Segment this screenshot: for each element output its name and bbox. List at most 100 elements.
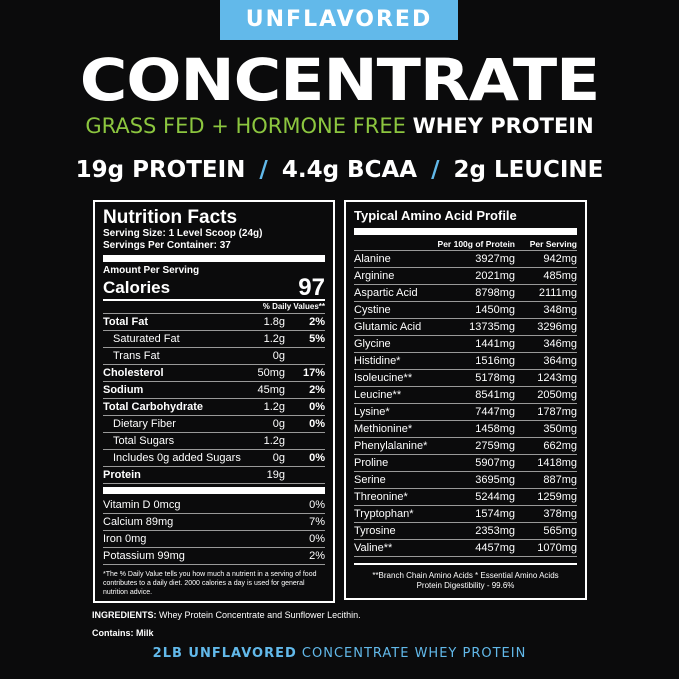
vitamin-dv: 2%	[309, 550, 325, 562]
nutrient-amount: 0g	[272, 350, 285, 362]
stat-leucine: 2g LEUCINE	[453, 157, 604, 183]
bottom-tagline: 2LB UNFLAVORED CONCENTRATE WHEY PROTEIN	[0, 646, 679, 662]
amino-per-serving: 378mg	[543, 508, 577, 520]
amino-per-100g: 1458mg	[475, 423, 515, 435]
vitamin-row: Vitamin D 0mcg 0%	[103, 497, 325, 514]
nutrient-label: Total Carbohydrate	[103, 401, 204, 413]
subtitle-green: GRASS FED + HORMONE FREE	[85, 114, 406, 138]
amino-per-100g: 5907mg	[475, 457, 515, 469]
vitamin-label: Vitamin D 0mcg	[103, 499, 181, 511]
nutrient-row: Trans Fat 0g	[103, 348, 325, 365]
amino-row: Proline 5907mg 1418mg	[354, 455, 577, 472]
calories-value: 97	[298, 274, 325, 301]
amino-per-100g: 5178mg	[475, 372, 515, 384]
amino-row: Arginine 2021mg 485mg	[354, 268, 577, 285]
nutrient-label: Saturated Fat	[113, 333, 180, 345]
amino-row: Valine** 4457mg 1070mg	[354, 540, 577, 557]
amino-name: Tyrosine	[354, 525, 396, 537]
divider	[103, 487, 325, 494]
amino-row: Aspartic Acid 8798mg 2111mg	[354, 285, 577, 302]
vitamin-label: Potassium 99mg	[103, 550, 185, 562]
amino-per-serving: 1787mg	[537, 406, 577, 418]
amino-row: Methionine* 1458mg 350mg	[354, 421, 577, 438]
amino-row: Leucine** 8541mg 2050mg	[354, 387, 577, 404]
amino-name: Alanine	[354, 253, 391, 265]
vitamin-row: Calcium 89mg 7%	[103, 514, 325, 531]
nutrient-row: Saturated Fat 1.2g 5%	[103, 331, 325, 348]
amino-per-100g: 3927mg	[475, 253, 515, 265]
nutrient-row: Total Sugars 1.2g	[103, 433, 325, 450]
nutrient-row: Dietary Fiber 0g 0%	[103, 416, 325, 433]
amino-row: Serine 3695mg 887mg	[354, 472, 577, 489]
vitamin-dv: 0%	[309, 533, 325, 545]
subtitle-white: WHEY PROTEIN	[412, 114, 594, 138]
amino-row: Lysine* 7447mg 1787mg	[354, 404, 577, 421]
nutrient-dv: 0%	[309, 401, 325, 413]
amino-per-serving: 942mg	[543, 253, 577, 265]
nutrient-label: Sodium	[103, 384, 144, 396]
nutrient-dv	[285, 348, 325, 364]
ingredients-text: Whey Protein Concentrate and Sunflower L…	[156, 610, 361, 620]
nutrient-dv: 5%	[309, 333, 325, 345]
amino-row: Phenylalanine* 2759mg 662mg	[354, 438, 577, 455]
allergen-contains: Contains: Milk	[92, 628, 154, 638]
amino-name: Tryptophan*	[354, 508, 414, 520]
nutrient-amount: 50mg	[257, 367, 285, 379]
amino-row: Glutamic Acid 13735mg 3296mg	[354, 319, 577, 336]
amino-acid-panel: Typical Amino Acid Profile Per 100g of P…	[344, 200, 587, 600]
divider	[354, 563, 577, 565]
amino-row: Tyrosine 2353mg 565mg	[354, 523, 577, 540]
nutrient-row: Protein 19g	[103, 467, 325, 484]
nutrient-row: Total Carbohydrate 1.2g 0%	[103, 399, 325, 416]
amino-row: Histidine* 1516mg 364mg	[354, 353, 577, 370]
nutrient-amount: 45mg	[257, 384, 285, 396]
nutrient-amount: 1.2g	[263, 401, 285, 413]
nutrient-row: Cholesterol 50mg 17%	[103, 365, 325, 382]
nutrient-dv	[285, 467, 325, 483]
amino-per-serving: 2050mg	[537, 389, 577, 401]
divider	[354, 228, 577, 235]
nutrient-amount: 1.8g	[263, 316, 285, 328]
nutrient-amount: 19g	[266, 469, 285, 481]
amino-name: Glutamic Acid	[354, 321, 422, 333]
amino-name: Arginine	[354, 270, 395, 282]
nutrient-row: Includes 0g added Sugars 0g 0%	[103, 450, 325, 467]
nutrition-facts-panel: Nutrition Facts Serving Size: 1 Level Sc…	[93, 200, 335, 603]
amino-row: Tryptophan* 1574mg 378mg	[354, 506, 577, 523]
nutrient-dv: 17%	[302, 367, 325, 379]
amino-row: Threonine* 5244mg 1259mg	[354, 489, 577, 506]
product-subtitle: GRASS FED + HORMONE FREE WHEY PROTEIN	[0, 113, 679, 139]
divider	[103, 255, 325, 262]
amino-per-serving: 346mg	[543, 338, 577, 350]
servings-per-container: Servings Per Container: 37	[103, 240, 231, 251]
amino-footnote-1: **Branch Chain Amino Acids * Essential A…	[372, 571, 559, 580]
amino-per-100g: 1516mg	[475, 355, 515, 367]
amino-header: Per 100g of Protein Per Serving	[354, 238, 577, 251]
amino-name: Threonine*	[354, 491, 408, 503]
amount-label: Amount Per Serving	[103, 265, 200, 276]
vitamin-dv: 7%	[309, 516, 325, 528]
ingredients: INGREDIENTS: Whey Protein Concentrate an…	[92, 610, 361, 621]
amino-row: Isoleucine** 5178mg 1243mg	[354, 370, 577, 387]
amino-name: Valine**	[354, 542, 393, 554]
nutrient-row: Sodium 45mg 2%	[103, 382, 325, 399]
amino-per-100g: 1441mg	[475, 338, 515, 350]
vitamin-dv: 0%	[309, 499, 325, 511]
amino-per-100g: 1450mg	[475, 304, 515, 316]
amino-per-100g: 2353mg	[475, 525, 515, 537]
amino-per-serving: 3296mg	[537, 321, 577, 333]
nutrient-amount: 0g	[272, 418, 285, 430]
amino-per-100g: 2021mg	[475, 270, 515, 282]
nutrient-amount: 1.2g	[263, 435, 285, 447]
amino-per-serving: 662mg	[543, 440, 577, 452]
amino-name: Serine	[354, 474, 386, 486]
nutrient-dv: 2%	[309, 316, 325, 328]
amino-per-serving: 1259mg	[537, 491, 577, 503]
serving-size: Serving Size: 1 Level Scoop (24g)	[103, 228, 263, 239]
amino-name: Lysine*	[354, 406, 390, 418]
amino-per-100g: 3695mg	[475, 474, 515, 486]
nutrient-label: Trans Fat	[113, 350, 160, 362]
amino-name: Cystine	[354, 304, 391, 316]
ingredients-label: INGREDIENTS:	[92, 610, 157, 620]
col-per-100g: Per 100g of Protein	[437, 239, 515, 249]
